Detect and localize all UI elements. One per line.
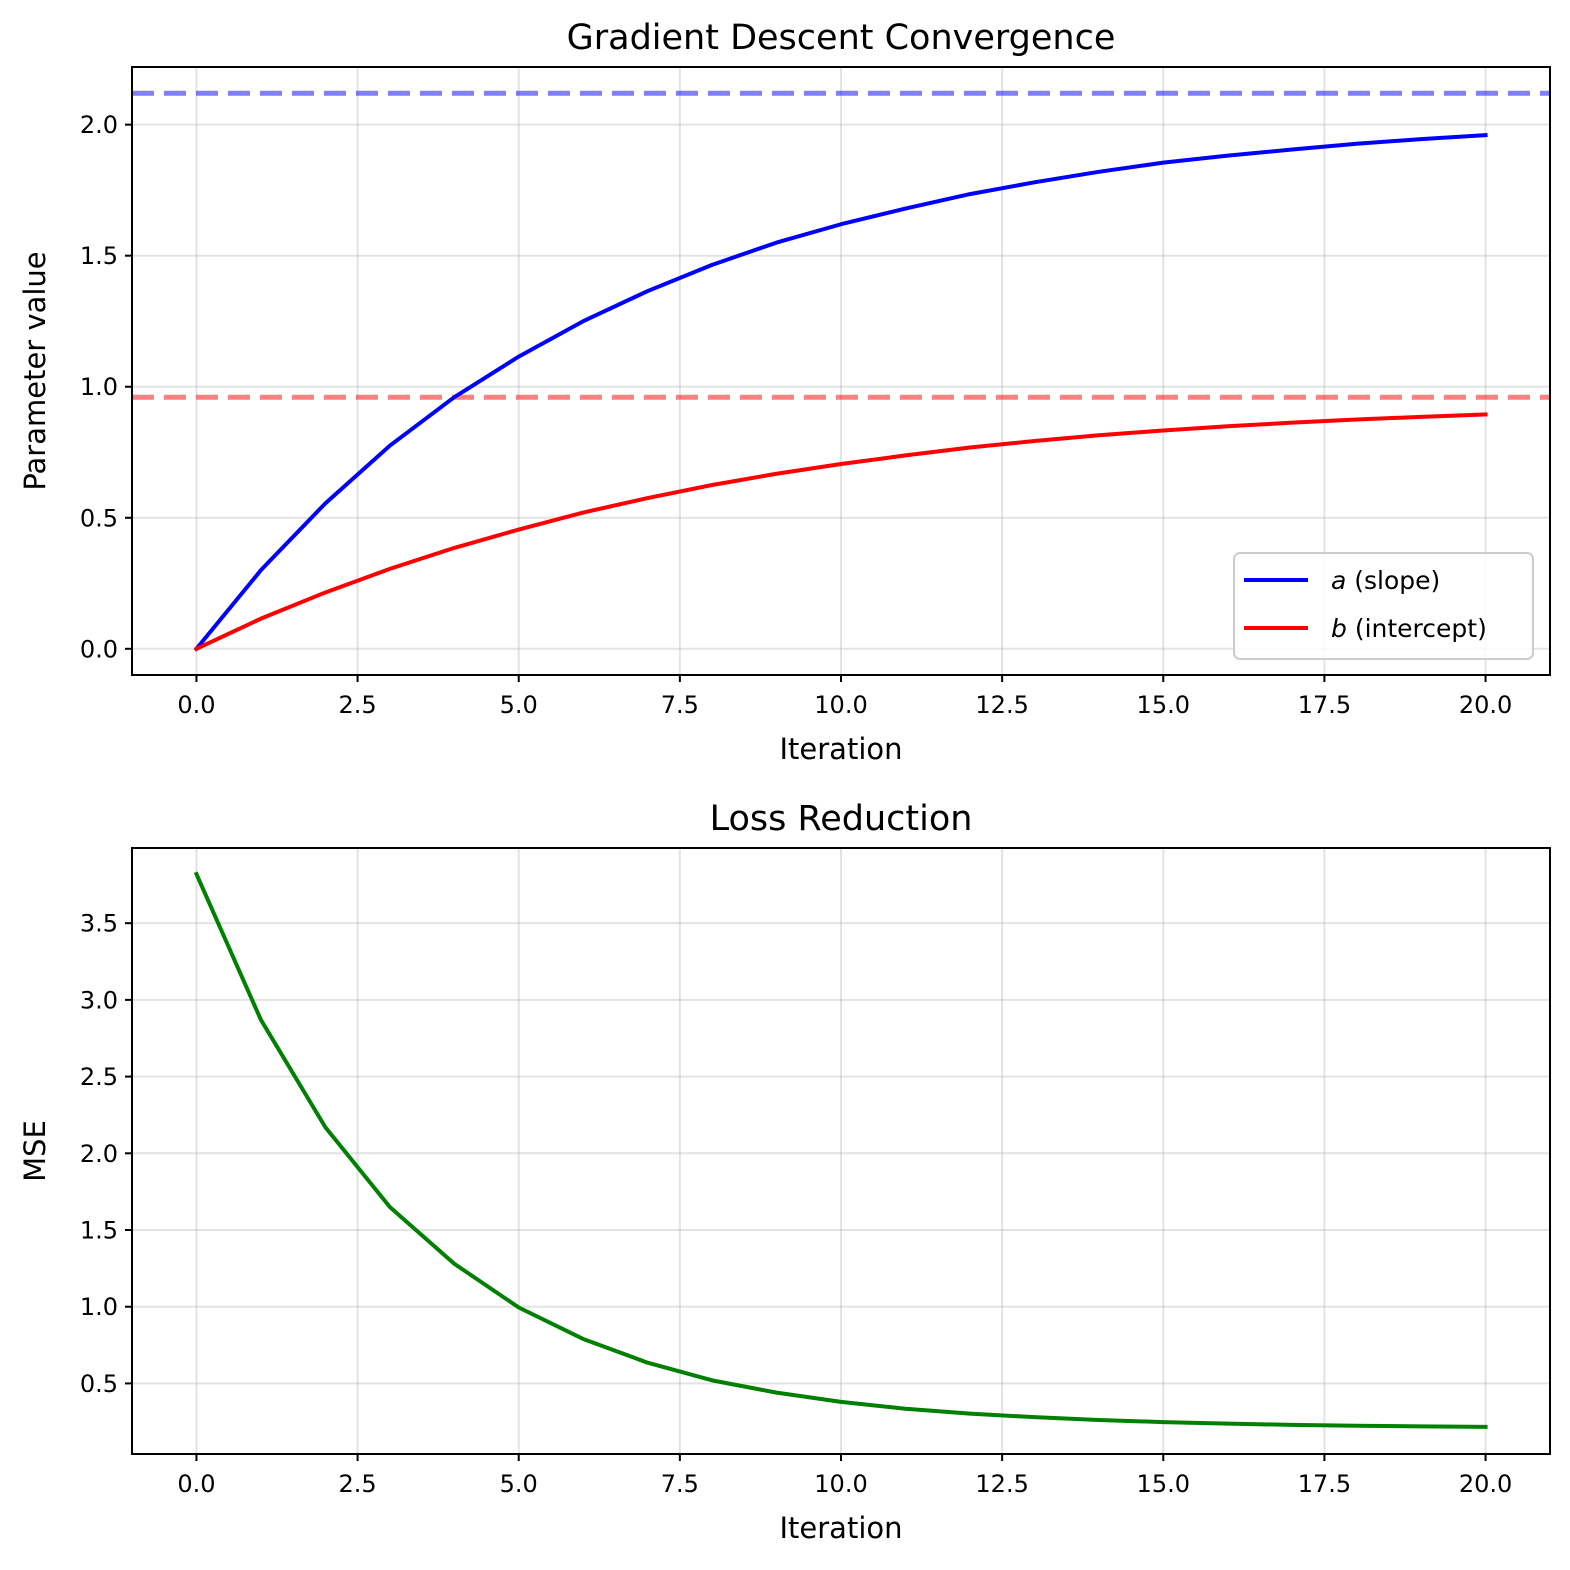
- parameter-chart-x-tick-label: 2.5: [339, 691, 377, 719]
- loss-chart-y-tick-label: 1.5: [80, 1217, 118, 1245]
- loss-chart-x-tick-label: 15.0: [1137, 1470, 1190, 1498]
- loss-chart-x-tick-label: 5.0: [500, 1470, 538, 1498]
- loss-chart-x-tick-label: 10.0: [814, 1470, 867, 1498]
- parameter-chart-y-tick-label: 2.0: [80, 111, 118, 139]
- loss-chart-y-tick-label: 3.5: [80, 910, 118, 938]
- loss-chart-y-tick-label: 2.5: [80, 1063, 118, 1091]
- parameter-chart-x-tick-label: 5.0: [500, 691, 538, 719]
- parameter-chart-x-tick-label: 0.0: [177, 691, 215, 719]
- parameter-chart-x-tick-label: 12.5: [975, 691, 1028, 719]
- parameter-chart-series: [193, 133, 1488, 652]
- parameter-chart-y-ticks: 0.0 0.5 1.0 1.5 2.0: [80, 111, 132, 663]
- parameter-chart-y-tick-label: 1.0: [80, 373, 118, 401]
- parameter-chart-y-tick-label: 1.5: [80, 242, 118, 270]
- loss-chart-x-tick-label: 2.5: [339, 1470, 377, 1498]
- loss-chart-series: [193, 871, 1488, 1429]
- parameter-chart: 0.0 2.5 5.0 7.5 10.0 12.5 15.0 17.5 20.0 0.0 0.5 1…: [18, 18, 1551, 766]
- loss-chart-y-axis-label: MSE: [18, 1120, 52, 1182]
- parameter-chart-x-tick-label: 17.5: [1298, 691, 1351, 719]
- loss-chart-x-tick-label: 0.0: [177, 1470, 215, 1498]
- parameter-chart-x-tick-label: 15.0: [1137, 691, 1190, 719]
- parameter-chart-reference-lines: [132, 90, 1550, 400]
- loss-chart-y-ticks: 0.5 1.0 1.5 2.0 2.5 3.0 3.5: [80, 910, 132, 1398]
- legend-label-slope: a (slope): [1331, 566, 1440, 595]
- parameter-chart-x-tick-label: 20.0: [1459, 691, 1512, 719]
- parameter-chart-legend: a (slope) b (intercept): [1233, 552, 1534, 660]
- loss-chart-y-tick-label: 0.5: [80, 1370, 118, 1398]
- parameter-chart-x-tick-label: 10.0: [814, 691, 867, 719]
- loss-chart-y-tick-label: 2.0: [80, 1140, 118, 1168]
- loss-chart-title: Loss Reduction: [710, 799, 973, 839]
- parameter-chart-x-axis-label: Iteration: [779, 732, 902, 766]
- legend-box: [1233, 552, 1534, 660]
- loss-chart: 0.0 2.5 5.0 7.5 10.0 12.5 15.0 17.5 20.0 0.5 1.0 1…: [18, 799, 1551, 1545]
- parameter-chart-series-line-1: [193, 412, 1488, 652]
- parameter-chart-y-tick-label: 0.5: [80, 504, 118, 532]
- parameter-chart-y-tick-label: 0.0: [80, 635, 118, 663]
- loss-chart-x-tick-label: 17.5: [1298, 1470, 1351, 1498]
- loss-chart-x-tick-label: 12.5: [975, 1470, 1028, 1498]
- loss-chart-x-tick-label: 20.0: [1459, 1470, 1512, 1498]
- loss-chart-x-ticks: 0.0 2.5 5.0 7.5 10.0 12.5 15.0 17.5 20.0: [177, 1454, 1512, 1498]
- loss-chart-y-tick-label: 1.0: [80, 1293, 118, 1321]
- loss-chart-x-axis-label: Iteration: [779, 1511, 902, 1545]
- parameter-chart-title: Gradient Descent Convergence: [567, 18, 1116, 58]
- parameter-chart-x-ticks: 0.0 2.5 5.0 7.5 10.0 12.5 15.0 17.5 20.0: [177, 675, 1512, 719]
- parameter-chart-x-tick-label: 7.5: [661, 691, 699, 719]
- parameter-chart-y-axis-label: Parameter value: [18, 251, 52, 490]
- loss-chart-grid: [132, 848, 1550, 1454]
- loss-chart-series-line-0: [193, 871, 1488, 1429]
- parameter-chart-series-line-0: [193, 133, 1488, 652]
- loss-chart-x-tick-label: 7.5: [661, 1470, 699, 1498]
- legend-label-intercept: b (intercept): [1331, 614, 1487, 643]
- loss-chart-y-tick-label: 3.0: [80, 986, 118, 1014]
